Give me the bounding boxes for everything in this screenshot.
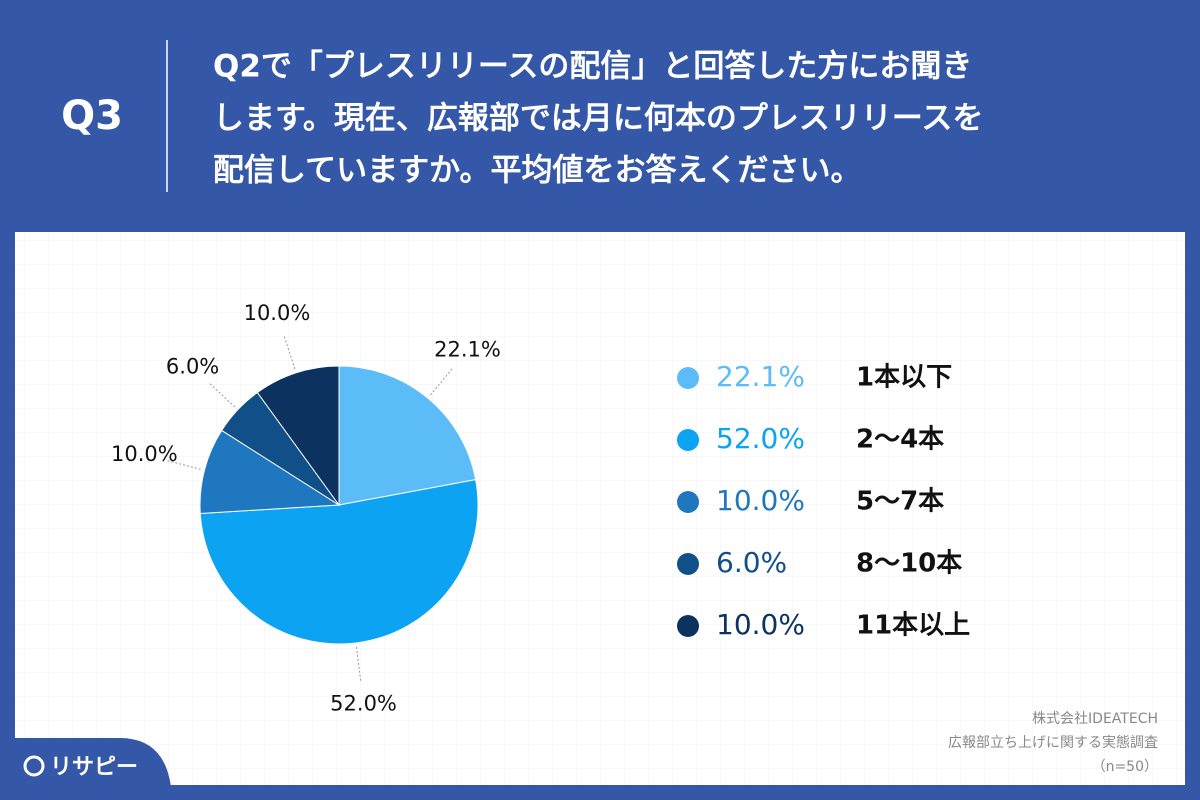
- legend-value: 52.0%: [716, 422, 805, 455]
- pie-slice: [199, 479, 479, 645]
- source-note: 広報部立ち上げに関する実態調査: [948, 735, 1158, 751]
- pie-slice: [256, 365, 340, 507]
- legend-label: 11本以上: [856, 611, 970, 641]
- pie-slice: [338, 365, 477, 506]
- title-line: します。現在、広報部では月に何本のプレスリリースを: [213, 101, 983, 137]
- data-label: 22.1%: [434, 337, 501, 361]
- brand-logo: リサピー: [50, 755, 138, 780]
- legend-marker: [677, 615, 699, 637]
- data-label: 6.0%: [166, 354, 219, 378]
- card-grid: [15, 232, 1185, 785]
- leader-line: [430, 368, 453, 396]
- legend-label: 8〜10本: [856, 549, 962, 579]
- title-line: 配信していますか。平均値をお答えください。: [213, 153, 862, 189]
- pie-slice: [199, 429, 341, 515]
- leader-line: [209, 383, 236, 408]
- data-label: 10.0%: [244, 301, 311, 325]
- brand-tab: [0, 738, 172, 800]
- legend-label: 5〜7本: [856, 487, 944, 517]
- question-number: Q3: [61, 93, 123, 139]
- legend-marker: [677, 429, 699, 451]
- legend-label: 1本以下: [856, 363, 952, 393]
- leader-line: [355, 646, 362, 681]
- legend-marker: [677, 367, 699, 389]
- brand-icon: [23, 755, 45, 777]
- source-note: （n=50）: [1092, 759, 1158, 775]
- legend-marker: [677, 491, 699, 513]
- legend-marker: [677, 553, 699, 575]
- source-note: 株式会社IDEATECH: [1032, 711, 1158, 727]
- leader-line: [283, 336, 296, 370]
- legend-value: 22.1%: [716, 360, 805, 393]
- legend-value: 10.0%: [716, 608, 805, 641]
- data-label: 52.0%: [330, 691, 397, 715]
- title-line: Q2で「プレスリリースの配信」と回答した方にお聞き: [213, 49, 972, 85]
- data-label: 10.0%: [111, 442, 178, 466]
- legend-label: 2〜4本: [856, 425, 944, 455]
- leader-line: [167, 460, 201, 470]
- legend-value: 6.0%: [716, 546, 787, 579]
- legend-value: 10.0%: [716, 484, 805, 517]
